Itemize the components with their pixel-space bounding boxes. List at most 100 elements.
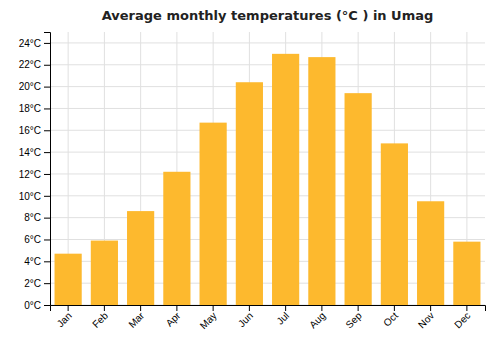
x-tick: Nov (416, 305, 436, 330)
x-tick-mark (285, 305, 286, 311)
bar (453, 242, 480, 305)
x-tick-mark (213, 305, 214, 311)
x-tick: Dec (452, 305, 472, 330)
bar (55, 254, 82, 305)
x-tick-label: Apr (164, 309, 183, 328)
y-tick-label: 0°C (24, 300, 41, 311)
y-tick-mark (44, 218, 50, 219)
y-tick-mark (44, 152, 50, 153)
x-tick-label: May (198, 310, 219, 331)
x-tick: Apr (164, 305, 183, 329)
bar (272, 54, 299, 305)
bar (308, 57, 335, 305)
x-tick-mark (104, 305, 105, 311)
y-tick-mark (44, 108, 50, 109)
grid (50, 32, 485, 305)
y-grid-line (50, 173, 485, 174)
y-tick-label: 4°C (24, 256, 41, 267)
y-tick-mark (44, 65, 50, 66)
y-tick: 14°C (19, 147, 50, 158)
x-tick: May (198, 305, 219, 331)
chart: 0°C 2°C 4°C 6°C 8°C 10°C 12°C 14°C 16°C 18°C 20°C 2… (0, 0, 500, 350)
x-tick: Jul (274, 305, 291, 327)
y-grid-line (50, 152, 485, 153)
y-tick: 6°C (24, 234, 50, 245)
y-tick-mark (44, 261, 50, 262)
y-tick-label: 24°C (19, 38, 41, 49)
y-grid-line (50, 108, 485, 109)
bar (236, 82, 263, 305)
bar (91, 241, 118, 305)
title: Average monthly temperatures (°C ) in Um… (102, 8, 434, 23)
y-tick-mark (44, 239, 50, 240)
x-tick-label: Aug (307, 310, 327, 330)
y-tick-mark (44, 87, 50, 88)
y-axis: 0°C 2°C 4°C 6°C 8°C 10°C 12°C 14°C 16°C 18°C 20°C 2… (19, 33, 51, 311)
y-tick-label: 12°C (19, 169, 41, 180)
y-tick: 12°C (19, 169, 50, 180)
y-axis-line (44, 33, 51, 306)
y-tick: 20°C (19, 81, 50, 92)
x-tick-label: Jun (236, 310, 255, 329)
x-tick-mark (68, 305, 69, 311)
y-tick-label: 20°C (19, 81, 41, 92)
x-tick: Jun (236, 305, 255, 329)
y-tick: 8°C (24, 212, 50, 223)
x-tick-mark (321, 305, 322, 311)
y-tick-label: 22°C (19, 59, 41, 70)
y-tick-label: 2°C (24, 278, 41, 289)
x-axis: Jan Feb Mar Apr May Jun Jul Aug Sep Oct Nov Dec (51, 305, 486, 331)
y-grid-line (50, 42, 485, 43)
x-tick-label: Dec (452, 310, 472, 330)
y-tick-mark (44, 305, 50, 306)
y-tick: 18°C (19, 103, 50, 114)
y-tick-mark (44, 174, 50, 175)
x-tick-mark (430, 305, 431, 311)
x-tick-mark (394, 305, 395, 311)
y-tick-label: 6°C (24, 234, 41, 245)
x-tick-mark (249, 305, 250, 311)
x-tick-mark (358, 305, 359, 311)
y-grid-line (50, 195, 485, 196)
x-tick: Aug (307, 305, 327, 330)
y-tick: 0°C (24, 300, 50, 311)
x-tick-label: Jan (55, 310, 74, 329)
y-tick-label: 16°C (19, 125, 41, 136)
x-tick-mark (466, 305, 467, 311)
y-tick-mark (44, 283, 50, 284)
y-tick: 22°C (19, 59, 50, 70)
y-tick: 10°C (19, 191, 50, 202)
bar (417, 201, 444, 305)
x-tick: Mar (126, 305, 146, 330)
y-tick-mark (44, 43, 50, 44)
y-grid-line (50, 64, 485, 65)
y-tick: 2°C (24, 278, 50, 289)
x-tick: Jan (55, 305, 74, 329)
y-tick-mark (44, 130, 50, 131)
x-tick: Sep (343, 305, 364, 330)
x-tick-mark (176, 305, 177, 311)
y-tick-label: 8°C (24, 212, 41, 223)
y-grid-line (50, 130, 485, 131)
x-tick-label: Feb (90, 310, 110, 330)
y-tick: 24°C (19, 38, 50, 49)
x-tick-mark (140, 305, 141, 311)
x-tick-label: Jul (274, 310, 291, 327)
y-tick-label: 18°C (19, 103, 41, 114)
bars (55, 54, 481, 305)
y-tick: 16°C (19, 125, 50, 136)
bar (163, 172, 190, 305)
plot: 0°C 2°C 4°C 6°C 8°C 10°C 12°C 14°C 16°C 18°C 20°C 2… (19, 32, 486, 331)
x-tick-label: Oct (381, 310, 400, 329)
y-tick-mark (44, 196, 50, 197)
y-grid-line (50, 86, 485, 87)
y-tick-label: 10°C (19, 191, 41, 202)
y-tick-label: 14°C (19, 147, 41, 158)
x-tick: Oct (381, 305, 400, 329)
x-tick-label: Nov (416, 310, 436, 330)
bar (345, 93, 372, 305)
x-tick-label: Mar (126, 309, 146, 329)
x-tick: Feb (90, 305, 110, 330)
bar (200, 123, 227, 305)
bar (127, 211, 154, 305)
